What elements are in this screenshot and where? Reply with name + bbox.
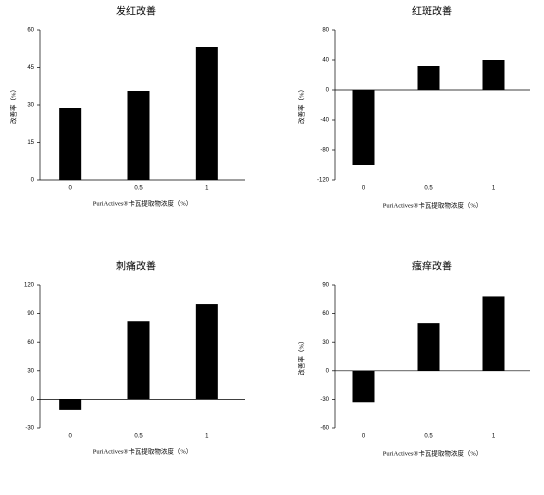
bar [59,108,82,180]
bar [127,321,150,400]
chart-title: 红斑改善 [412,4,452,17]
bar [195,47,218,180]
y-tick-label: -120 [317,178,330,184]
x-tick-label: 0.5 [424,186,433,192]
x-axis-label: PuriActives®卡瓦提取物浓度（%） [93,198,193,207]
x-tick-label: 1 [492,434,496,440]
bar [127,91,150,180]
y-tick-label: -60 [320,426,329,432]
y-tick-label: 0 [326,88,330,94]
y-tick-label: 90 [322,283,329,289]
bar [59,399,82,410]
x-axis-label: PuriActives®卡瓦提取物浓度（%） [383,448,483,457]
y-tick-label: 60 [322,311,329,317]
chart-title: 刺痛改善 [116,259,156,272]
y-tick-label: 0 [31,178,35,184]
y-tick-label: 40 [322,58,329,64]
x-tick-label: 0 [68,186,72,192]
y-tick-label: 0 [326,368,330,374]
bar [417,323,440,371]
y-tick-label: -30 [25,426,34,432]
bar [482,296,505,371]
y-axis-label: 改善率（%） [296,338,305,376]
x-tick-label: 0 [362,186,366,192]
x-tick-label: 1 [205,434,209,440]
x-tick-label: 1 [205,186,209,192]
chart-panel: 刺痛改善 PuriActives®卡瓦提取物浓度（%） -30 0 30 60 90 120 0… [24,259,245,455]
y-tick-label: 15 [27,140,34,146]
y-tick-label: 30 [27,368,34,374]
bar [195,304,218,400]
y-axis-label: 改善率（%） [8,86,17,124]
y-tick-label: 0 [31,397,35,403]
y-tick-label: 30 [322,340,329,346]
bar [417,66,440,90]
y-tick-label: -80 [320,148,329,154]
bar [352,90,375,165]
x-tick-label: 0.5 [424,434,433,440]
x-axis-label: PuriActives®卡瓦提取物浓度（%） [93,446,193,455]
y-tick-label: 30 [27,103,34,109]
y-axis-label: 改善率（%） [296,86,305,124]
y-tick-label: 60 [27,340,34,346]
y-tick-label: 45 [27,65,34,71]
x-axis-label: PuriActives®卡瓦提取物浓度（%） [383,200,483,209]
y-tick-label: -30 [320,397,329,403]
x-tick-label: 0 [362,434,366,440]
y-tick-label: 90 [27,311,34,317]
x-tick-label: 0.5 [134,186,143,192]
y-tick-label: 60 [27,28,34,34]
x-tick-label: 0.5 [134,434,143,440]
y-tick-label: 120 [24,283,35,289]
chart-title: 瘙痒改善 [412,259,452,272]
chart-title: 发红改善 [116,4,156,17]
x-tick-label: 1 [492,186,496,192]
x-tick-label: 0 [68,434,72,440]
y-tick-label: -40 [320,118,329,124]
y-tick-label: 80 [322,28,329,34]
bar [352,370,375,403]
bar [482,60,505,90]
